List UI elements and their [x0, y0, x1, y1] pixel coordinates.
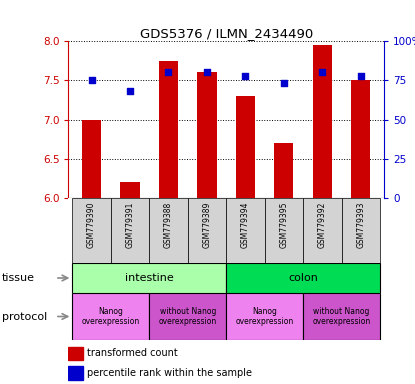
Text: colon: colon	[288, 273, 318, 283]
Bar	[120, 182, 139, 198]
Point	[165, 70, 172, 76]
Bar	[68, 347, 83, 360]
FancyBboxPatch shape	[226, 293, 303, 340]
Bar	[68, 366, 83, 380]
Text: GSM779393: GSM779393	[356, 201, 365, 248]
FancyBboxPatch shape	[303, 198, 342, 263]
Point	[88, 77, 95, 83]
FancyBboxPatch shape	[111, 198, 149, 263]
Bar	[236, 96, 255, 198]
Bar	[197, 73, 217, 198]
FancyBboxPatch shape	[226, 263, 380, 293]
Text: Nanog
overexpression: Nanog overexpression	[236, 307, 294, 326]
FancyBboxPatch shape	[72, 198, 111, 263]
Text: GSM779390: GSM779390	[87, 201, 96, 248]
Text: Nanog
overexpression: Nanog overexpression	[82, 307, 140, 326]
Text: GSM779391: GSM779391	[125, 201, 134, 248]
Bar	[159, 61, 178, 198]
FancyBboxPatch shape	[226, 198, 265, 263]
FancyBboxPatch shape	[72, 293, 149, 340]
Point	[242, 73, 249, 79]
Point	[319, 70, 326, 76]
FancyBboxPatch shape	[149, 293, 226, 340]
FancyBboxPatch shape	[72, 263, 226, 293]
Bar	[274, 143, 293, 198]
Bar	[313, 45, 332, 198]
FancyBboxPatch shape	[303, 293, 380, 340]
Point	[127, 88, 133, 94]
Point	[204, 70, 210, 76]
FancyBboxPatch shape	[188, 198, 226, 263]
Text: protocol: protocol	[2, 311, 47, 321]
Text: tissue: tissue	[2, 273, 35, 283]
FancyBboxPatch shape	[149, 198, 188, 263]
Text: transformed count: transformed count	[88, 348, 178, 358]
Text: GSM779388: GSM779388	[164, 201, 173, 248]
FancyBboxPatch shape	[265, 198, 303, 263]
Point	[357, 73, 364, 79]
Text: without Nanog
overexpression: without Nanog overexpression	[312, 307, 371, 326]
Text: intestine: intestine	[125, 273, 173, 283]
Text: percentile rank within the sample: percentile rank within the sample	[88, 368, 252, 378]
Bar	[351, 80, 371, 198]
Title: GDS5376 / ILMN_2434490: GDS5376 / ILMN_2434490	[139, 27, 313, 40]
Point	[281, 80, 287, 86]
Text: without Nanog
overexpression: without Nanog overexpression	[159, 307, 217, 326]
Text: GSM779392: GSM779392	[318, 201, 327, 248]
Text: GSM779394: GSM779394	[241, 201, 250, 248]
FancyBboxPatch shape	[342, 198, 380, 263]
Bar	[82, 119, 101, 198]
Text: GSM779395: GSM779395	[279, 201, 288, 248]
Text: GSM779389: GSM779389	[203, 201, 212, 248]
